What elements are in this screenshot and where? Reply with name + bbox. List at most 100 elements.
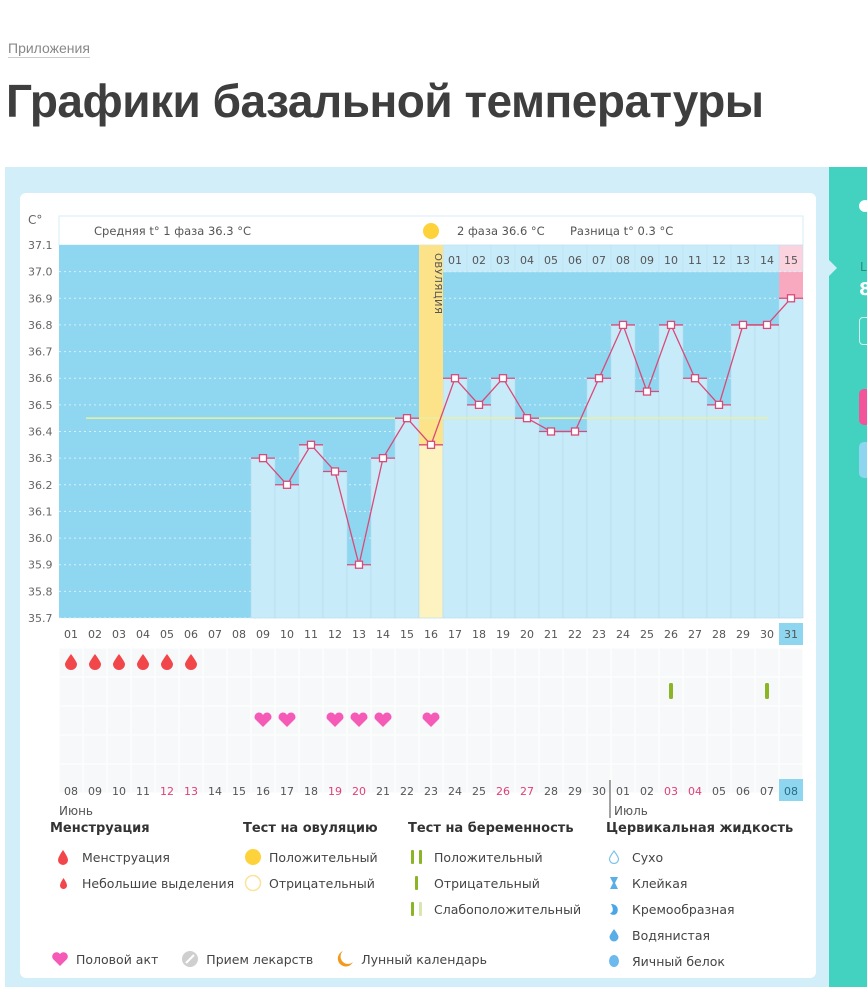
- event-cell[interactable]: [635, 706, 659, 735]
- event-cell[interactable]: [563, 735, 587, 764]
- temperature-point[interactable]: [618, 320, 628, 330]
- temperature-point[interactable]: [426, 440, 436, 449]
- event-cell[interactable]: [395, 735, 419, 764]
- event-cell[interactable]: [59, 706, 83, 735]
- event-cell[interactable]: [467, 735, 491, 764]
- event-cell[interactable]: [107, 706, 131, 735]
- temperature-point[interactable]: [570, 427, 580, 436]
- event-cell[interactable]: [539, 648, 563, 677]
- event-cell[interactable]: [731, 706, 755, 735]
- event-cell[interactable]: [779, 735, 803, 764]
- event-cell[interactable]: [467, 764, 491, 793]
- event-cell[interactable]: [299, 706, 323, 735]
- event-cell[interactable]: [563, 677, 587, 706]
- event-cell[interactable]: [635, 764, 659, 793]
- event-cell[interactable]: [323, 648, 347, 677]
- event-cell[interactable]: [443, 735, 467, 764]
- event-cell[interactable]: [635, 677, 659, 706]
- event-cell[interactable]: [203, 677, 227, 706]
- temperature-point[interactable]: [498, 374, 508, 383]
- event-cell[interactable]: [467, 648, 491, 677]
- event-cell[interactable]: [371, 677, 395, 706]
- temperature-point[interactable]: [546, 427, 556, 436]
- event-cell[interactable]: [515, 706, 539, 735]
- event-cell[interactable]: [395, 677, 419, 706]
- event-cell[interactable]: [539, 764, 563, 793]
- event-cell[interactable]: [347, 648, 371, 677]
- event-cell[interactable]: [395, 706, 419, 735]
- event-cell[interactable]: [371, 648, 395, 677]
- temperature-point[interactable]: [354, 560, 364, 569]
- temperature-point[interactable]: [282, 480, 292, 489]
- event-cell[interactable]: [59, 735, 83, 764]
- event-cell[interactable]: [395, 648, 419, 677]
- event-cell[interactable]: [683, 706, 707, 735]
- event-cell[interactable]: [539, 677, 563, 706]
- event-cell[interactable]: [227, 764, 251, 793]
- event-cell[interactable]: [443, 677, 467, 706]
- event-cell[interactable]: [659, 648, 683, 677]
- event-cell[interactable]: [155, 735, 179, 764]
- event-cell[interactable]: [251, 677, 275, 706]
- event-cell[interactable]: [179, 735, 203, 764]
- event-cell[interactable]: [443, 706, 467, 735]
- event-cell[interactable]: [155, 677, 179, 706]
- event-cell[interactable]: [563, 648, 587, 677]
- event-cell[interactable]: [443, 648, 467, 677]
- event-cell[interactable]: [467, 706, 491, 735]
- event-cell[interactable]: [419, 735, 443, 764]
- temperature-point[interactable]: [378, 453, 388, 463]
- event-cell[interactable]: [587, 648, 611, 677]
- temperature-point[interactable]: [762, 320, 772, 330]
- event-cell[interactable]: [83, 706, 107, 735]
- event-cell[interactable]: [731, 677, 755, 706]
- event-cell[interactable]: [755, 764, 779, 793]
- event-cell[interactable]: [467, 677, 491, 706]
- event-cell[interactable]: [395, 764, 419, 793]
- event-cell[interactable]: [227, 735, 251, 764]
- event-cell[interactable]: [563, 706, 587, 735]
- event-cell[interactable]: [491, 677, 515, 706]
- temperature-point[interactable]: [306, 440, 316, 449]
- event-cell[interactable]: [419, 764, 443, 793]
- event-cell[interactable]: [683, 677, 707, 706]
- event-cell[interactable]: [683, 735, 707, 764]
- event-cell[interactable]: [227, 677, 251, 706]
- event-cell[interactable]: [131, 706, 155, 735]
- event-cell[interactable]: [251, 648, 275, 677]
- event-cell[interactable]: [251, 764, 275, 793]
- temperature-point[interactable]: [786, 294, 796, 303]
- event-cell[interactable]: [755, 706, 779, 735]
- event-cell[interactable]: [683, 648, 707, 677]
- event-cell[interactable]: [203, 648, 227, 677]
- event-cell[interactable]: [227, 648, 251, 677]
- temperature-point[interactable]: [642, 387, 652, 396]
- event-cell[interactable]: [83, 764, 107, 793]
- temperature-point[interactable]: [402, 414, 412, 423]
- event-cell[interactable]: [347, 677, 371, 706]
- event-cell[interactable]: [755, 735, 779, 764]
- event-cell[interactable]: [323, 677, 347, 706]
- event-cell[interactable]: [107, 735, 131, 764]
- event-cell[interactable]: [731, 648, 755, 677]
- event-cell[interactable]: [179, 677, 203, 706]
- panel-blue-button[interactable]: [859, 442, 867, 478]
- event-cell[interactable]: [299, 677, 323, 706]
- event-cell[interactable]: [779, 648, 803, 677]
- event-cell[interactable]: [731, 735, 755, 764]
- event-cell[interactable]: [563, 764, 587, 793]
- event-cell[interactable]: [107, 764, 131, 793]
- event-cell[interactable]: [707, 648, 731, 677]
- event-cell[interactable]: [587, 677, 611, 706]
- event-cell[interactable]: [371, 764, 395, 793]
- event-cell[interactable]: [179, 706, 203, 735]
- event-cell[interactable]: [299, 764, 323, 793]
- event-cell[interactable]: [587, 706, 611, 735]
- event-cell[interactable]: [491, 706, 515, 735]
- event-cell[interactable]: [779, 677, 803, 706]
- event-cell[interactable]: [275, 677, 299, 706]
- event-cell[interactable]: [659, 764, 683, 793]
- temperature-point[interactable]: [714, 400, 724, 410]
- event-cell[interactable]: [707, 677, 731, 706]
- event-cell[interactable]: [131, 677, 155, 706]
